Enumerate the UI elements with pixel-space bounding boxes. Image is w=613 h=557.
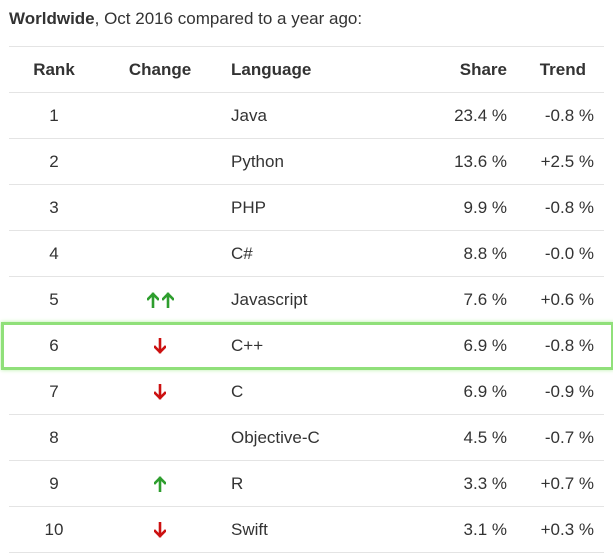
table-header-row: Rank Change Language Share Trend <box>9 46 604 93</box>
share-cell: 6.9 % <box>409 368 507 415</box>
change-cell <box>99 460 221 507</box>
trend-cell: -0.9 % <box>507 368 604 415</box>
table-row: 1 Java 23.4 % -0.8 % <box>9 92 604 139</box>
share-cell: 6.9 % <box>409 322 507 369</box>
language-cell: PHP <box>221 184 409 231</box>
arrow-up-icon <box>146 292 159 309</box>
share-cell: 8.8 % <box>409 230 507 277</box>
rank-cell: 9 <box>9 460 99 507</box>
change-cell <box>99 414 221 461</box>
header-trend: Trend <box>507 46 604 93</box>
header-rank: Rank <box>9 46 99 93</box>
change-cell <box>99 230 221 277</box>
trend-cell: +2.5 % <box>507 138 604 185</box>
language-cell: C++ <box>221 322 409 369</box>
table-row: 7 C 6.9 % -0.9 % <box>9 368 604 415</box>
arrow-down-icon <box>154 338 166 354</box>
change-cell <box>99 138 221 185</box>
table-row: 2 Python 13.6 % +2.5 % <box>9 138 604 185</box>
trend-cell: -0.8 % <box>507 322 604 369</box>
caption-text: , Oct 2016 compared to a year ago: <box>94 9 363 28</box>
arrow-up-icon <box>161 292 174 309</box>
trend-cell: -0.8 % <box>507 92 604 139</box>
header-change: Change <box>99 46 221 93</box>
language-cell: Java <box>221 92 409 139</box>
change-cell <box>99 92 221 139</box>
table-row: 6 C++ 6.9 % -0.8 % <box>9 322 604 369</box>
change-cell <box>99 368 221 415</box>
language-ranking-table: Rank Change Language Share Trend 1 Java 23… <box>9 46 604 553</box>
header-language: Language <box>221 46 409 93</box>
language-cell: C# <box>221 230 409 277</box>
rank-cell: 4 <box>9 230 99 277</box>
trend-cell: -0.0 % <box>507 230 604 277</box>
trend-cell: +0.6 % <box>507 276 604 323</box>
table-row: 3 PHP 9.9 % -0.8 % <box>9 184 604 231</box>
language-cell: Objective-C <box>221 414 409 461</box>
table-row: 8 Objective-C 4.5 % -0.7 % <box>9 414 604 461</box>
trend-cell: +0.7 % <box>507 460 604 507</box>
table-row: 10 Swift 3.1 % +0.3 % <box>9 506 604 553</box>
change-cell <box>99 276 221 323</box>
share-cell: 9.9 % <box>409 184 507 231</box>
share-cell: 3.3 % <box>409 460 507 507</box>
trend-cell: +0.3 % <box>507 506 604 553</box>
language-cell: C <box>221 368 409 415</box>
language-cell: Swift <box>221 506 409 553</box>
table-caption: Worldwide, Oct 2016 compared to a year a… <box>9 9 362 29</box>
rank-cell: 1 <box>9 92 99 139</box>
change-cell <box>99 184 221 231</box>
language-cell: Javascript <box>221 276 409 323</box>
share-cell: 23.4 % <box>409 92 507 139</box>
table-row: 5 Javascript 7.6 % +0.6 % <box>9 276 604 323</box>
header-share: Share <box>409 46 507 93</box>
share-cell: 3.1 % <box>409 506 507 553</box>
rank-cell: 3 <box>9 184 99 231</box>
rank-cell: 7 <box>9 368 99 415</box>
table-row: 4 C# 8.8 % -0.0 % <box>9 230 604 277</box>
rank-cell: 5 <box>9 276 99 323</box>
arrow-down-icon <box>154 522 166 538</box>
caption-region: Worldwide <box>9 9 95 28</box>
arrow-down-icon <box>154 384 166 400</box>
rank-cell: 6 <box>9 322 99 369</box>
trend-cell: -0.7 % <box>507 414 604 461</box>
table-row: 9 R 3.3 % +0.7 % <box>9 460 604 507</box>
rank-cell: 10 <box>9 506 99 553</box>
change-cell <box>99 506 221 553</box>
arrow-up-icon <box>154 476 166 493</box>
rank-cell: 2 <box>9 138 99 185</box>
share-cell: 13.6 % <box>409 138 507 185</box>
rank-cell: 8 <box>9 414 99 461</box>
share-cell: 4.5 % <box>409 414 507 461</box>
share-cell: 7.6 % <box>409 276 507 323</box>
trend-cell: -0.8 % <box>507 184 604 231</box>
language-cell: Python <box>221 138 409 185</box>
language-cell: R <box>221 460 409 507</box>
change-cell <box>99 322 221 369</box>
